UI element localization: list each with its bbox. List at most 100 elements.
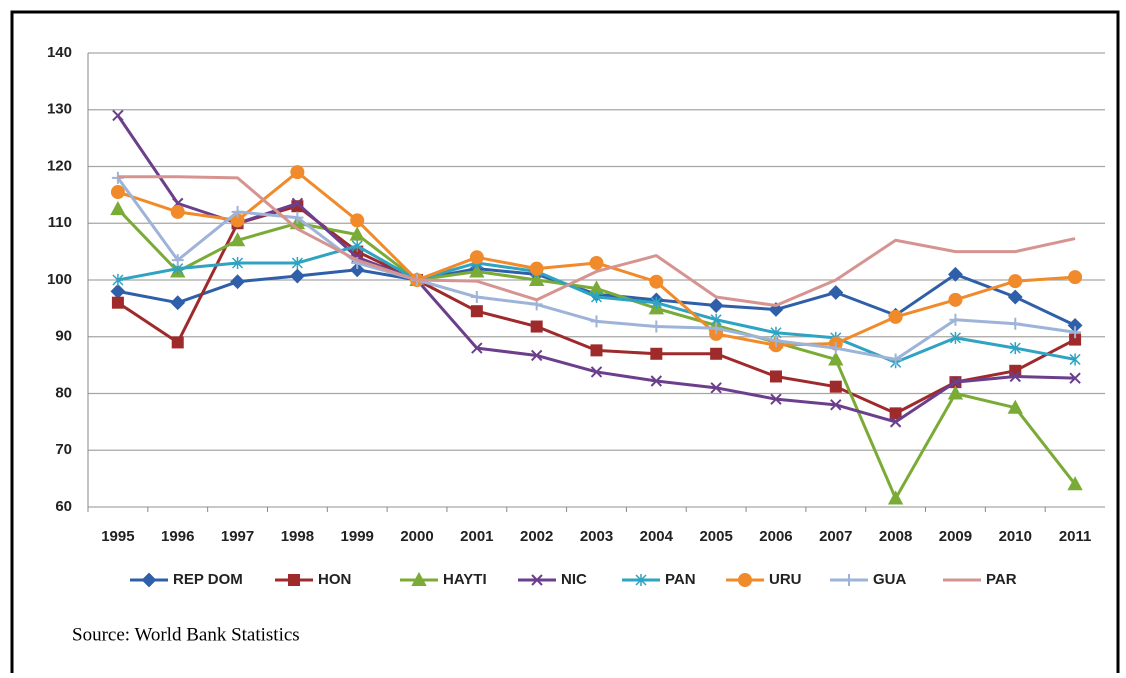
marker bbox=[590, 291, 603, 304]
marker bbox=[232, 256, 244, 269]
x-tick-label: 1998 bbox=[281, 528, 314, 545]
marker bbox=[469, 263, 485, 278]
y-tick-label: 140 bbox=[47, 44, 72, 61]
y-tick-label: 60 bbox=[55, 498, 72, 515]
x-tick-label: 2005 bbox=[699, 528, 732, 545]
marker bbox=[1009, 317, 1022, 330]
marker bbox=[949, 331, 961, 344]
x-tick-label: 2006 bbox=[759, 528, 792, 545]
marker bbox=[769, 334, 782, 347]
marker bbox=[649, 274, 664, 289]
marker bbox=[770, 393, 782, 405]
legend-marker bbox=[531, 574, 543, 586]
x-tick-label: 2009 bbox=[939, 528, 972, 545]
marker bbox=[230, 274, 245, 290]
marker bbox=[110, 283, 126, 299]
marker bbox=[708, 298, 724, 313]
marker bbox=[1007, 289, 1023, 305]
marker bbox=[291, 211, 304, 224]
marker bbox=[710, 347, 723, 360]
marker bbox=[289, 268, 305, 284]
marker bbox=[948, 266, 963, 282]
marker bbox=[1068, 270, 1083, 285]
marker bbox=[650, 347, 663, 360]
y-tick-label: 90 bbox=[55, 328, 72, 345]
marker bbox=[769, 370, 782, 383]
legend-label: HON bbox=[318, 571, 351, 588]
marker bbox=[528, 271, 545, 286]
marker bbox=[590, 344, 603, 357]
legend-label: PAN bbox=[665, 571, 696, 588]
legend-label: URU bbox=[769, 571, 802, 588]
x-tick-label: 1997 bbox=[221, 528, 254, 545]
marker bbox=[830, 399, 842, 411]
marker bbox=[650, 296, 662, 309]
marker bbox=[1009, 342, 1021, 355]
marker bbox=[170, 295, 186, 311]
marker bbox=[1069, 353, 1081, 366]
series-line bbox=[117, 175, 1076, 308]
marker bbox=[590, 366, 603, 378]
series-line bbox=[117, 204, 1076, 415]
x-tick-label: 2007 bbox=[819, 528, 852, 545]
y-tick-label: 80 bbox=[55, 384, 72, 401]
marker bbox=[1007, 399, 1023, 414]
marker bbox=[829, 380, 842, 393]
marker bbox=[110, 200, 126, 216]
marker bbox=[231, 205, 244, 218]
x-tick-label: 2011 bbox=[1059, 528, 1092, 545]
marker bbox=[829, 342, 842, 355]
marker bbox=[350, 213, 365, 228]
marker bbox=[828, 285, 844, 300]
marker bbox=[171, 336, 184, 349]
legend-label: HAYTI bbox=[443, 571, 487, 588]
marker bbox=[1008, 274, 1023, 289]
marker bbox=[351, 239, 363, 252]
marker bbox=[947, 385, 964, 400]
marker bbox=[949, 313, 962, 326]
x-tick-label: 1996 bbox=[161, 528, 194, 545]
x-tick-label: 2004 bbox=[640, 528, 674, 545]
marker bbox=[529, 261, 544, 276]
x-tick-label: 1995 bbox=[101, 528, 134, 545]
marker bbox=[889, 407, 902, 420]
marker bbox=[530, 349, 543, 362]
marker bbox=[112, 109, 124, 122]
marker bbox=[471, 342, 483, 354]
marker bbox=[469, 250, 484, 265]
legend-label: NIC bbox=[561, 571, 587, 588]
marker bbox=[948, 292, 963, 307]
legend-marker bbox=[635, 574, 647, 586]
marker bbox=[710, 322, 723, 335]
legend-marker bbox=[411, 571, 427, 586]
x-tick-label: 1999 bbox=[341, 528, 374, 545]
x-tick-label: 2000 bbox=[400, 528, 433, 545]
marker bbox=[888, 309, 903, 324]
y-tick-label: 100 bbox=[47, 271, 72, 288]
legend-marker bbox=[738, 573, 752, 587]
y-tick-label: 70 bbox=[55, 441, 72, 458]
marker bbox=[589, 255, 604, 270]
marker bbox=[110, 185, 125, 200]
legend-marker bbox=[843, 574, 855, 586]
y-tick-label: 110 bbox=[48, 214, 72, 231]
source: Source: World Bank Statistics bbox=[72, 624, 300, 645]
marker bbox=[590, 315, 603, 328]
marker bbox=[291, 256, 303, 269]
x-tick-label: 2010 bbox=[999, 528, 1032, 545]
marker bbox=[470, 291, 483, 304]
marker bbox=[889, 416, 902, 428]
marker bbox=[887, 490, 904, 505]
marker bbox=[889, 353, 902, 366]
marker bbox=[650, 375, 663, 387]
marker bbox=[112, 274, 124, 286]
marker bbox=[1009, 370, 1021, 383]
y-tick-label: 130 bbox=[47, 101, 72, 118]
legend-label: PAR bbox=[986, 571, 1017, 588]
marker bbox=[828, 351, 844, 366]
marker bbox=[229, 232, 246, 247]
legend-label: GUA bbox=[873, 571, 907, 588]
marker bbox=[470, 305, 483, 318]
marker bbox=[171, 254, 184, 267]
